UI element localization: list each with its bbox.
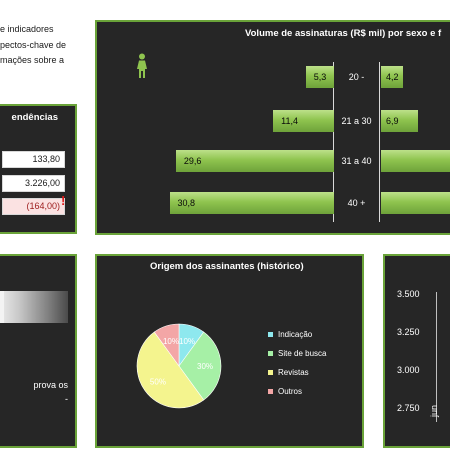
y-axis-line (436, 292, 437, 422)
trend-value: (164,00) (2, 198, 65, 215)
bar-left: 11,4 (273, 110, 334, 132)
bar-left: 29,6 (175, 150, 334, 172)
trends-panel: endências 133,80 3.226,00 (164,00) (0, 104, 77, 234)
bar-right (381, 192, 450, 214)
y-tick-label: 3.500 (397, 289, 420, 299)
pie-slice-label: 30% (197, 362, 213, 371)
legend-item-outros: Outros (268, 387, 302, 396)
line-chart-panel: 3.500 3.250 3.000 2.750 jun (383, 254, 450, 448)
y-tick-label: 3.250 (397, 327, 420, 337)
legend-swatch (268, 370, 273, 376)
age-label: 20 - (348, 72, 365, 82)
bar-right: 6,9 (381, 110, 418, 132)
pie-chart: 10% 30% 50% 10% (136, 323, 222, 409)
y-tick-label: 3.000 (397, 365, 420, 375)
legend-swatch (268, 351, 273, 357)
legend-item-site-de-busca: Site de busca (268, 349, 326, 358)
pie-chart-panel: Origem dos assinantes (histórico) 10% 30%… (95, 254, 364, 448)
legend-label: Outros (278, 387, 303, 396)
intro-line: mações sobre a (0, 55, 65, 65)
bar-right (381, 150, 450, 172)
gauge-text-line: - (65, 394, 68, 404)
gauge-text: prova os - (0, 378, 68, 406)
pie-slice-1 (178, 331, 222, 401)
x-tick-label: jun (429, 404, 439, 417)
pie-slice-label: 10% (163, 337, 179, 346)
legend-label: Revistas (278, 368, 309, 377)
legend-label: Indicação (278, 330, 313, 339)
legend-swatch (268, 332, 273, 338)
bar-right: 4,2 (381, 66, 404, 88)
bar-left: 5,3 (305, 66, 334, 88)
trend-value: 133,80 (2, 151, 65, 168)
pie-slice-label: 10% (179, 337, 195, 346)
gauge-panel: prova os - (0, 254, 77, 448)
legend-item-indicacao: Indicação (268, 330, 312, 339)
female-person-icon (137, 53, 147, 78)
pie-slice-label: 50% (150, 377, 166, 386)
axis-line-left (333, 62, 334, 222)
intro-line: pectos-chave de (0, 39, 67, 50)
bar-left: 30,8 (169, 192, 334, 214)
gauge-text-line: prova os (33, 380, 68, 390)
y-tick-label: 2.750 (397, 403, 420, 413)
volume-chart-panel: Volume de assinaturas (R$ mil) por sexo … (95, 20, 450, 235)
alert-icon: ! (61, 193, 66, 208)
gauge-bar (0, 291, 68, 323)
pie-chart-title: Origem dos assinantes (histórico) (150, 261, 304, 272)
age-label: 31 a 40 (341, 156, 372, 166)
legend-item-revistas: Revistas (268, 368, 309, 377)
legend-swatch (268, 389, 273, 395)
pie-slice-2 (136, 331, 205, 409)
age-label: 21 a 30 (341, 116, 372, 126)
intro-line: e indicadores (0, 24, 54, 34)
intro-text: e indicadores pectos-chave de mações sob… (0, 22, 80, 69)
legend-label: Site de busca (278, 349, 327, 358)
volume-chart-title: Volume de assinaturas (R$ mil) por sexo … (245, 28, 442, 39)
axis-line-right (379, 62, 380, 222)
trend-value: 3.226,00 (2, 175, 65, 192)
age-label: 40 + (347, 198, 366, 208)
trends-title: endências (11, 112, 58, 123)
pie-slice-3 (153, 323, 180, 367)
